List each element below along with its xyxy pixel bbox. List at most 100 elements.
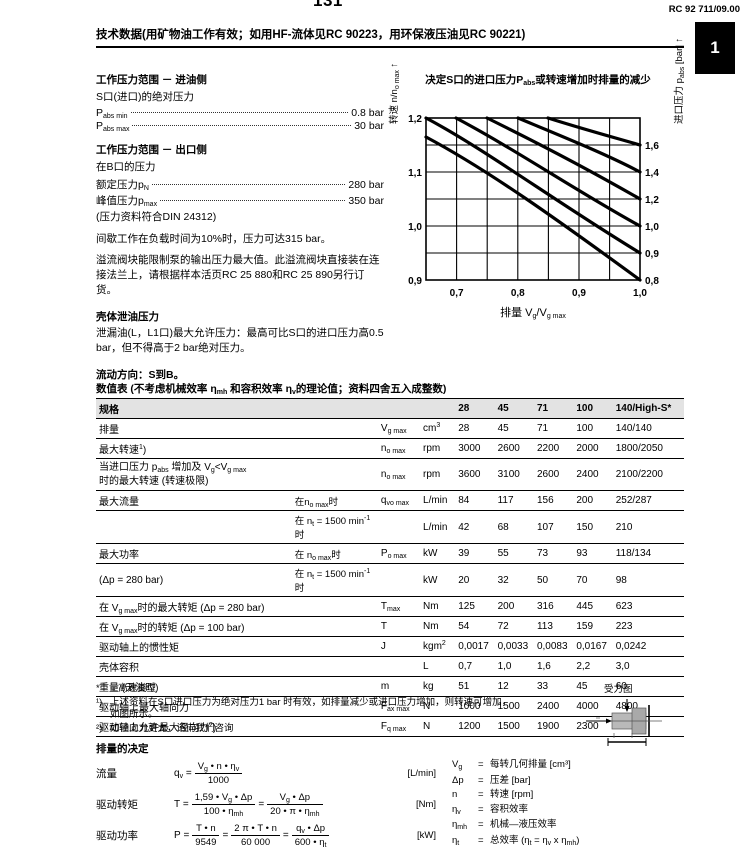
fraction: qv • Δp 600 • ηt	[291, 823, 330, 849]
table-row: 排量 Vg max cm3 28 45 71 100 140/140	[96, 418, 684, 439]
symbol-legend: Vg = 每转几何排量 [cm³] Δp = 压差 [bar] n = 转速 […	[452, 758, 702, 849]
chart-title-abs-sub: abs	[523, 80, 536, 87]
leader-dots	[132, 118, 352, 126]
chart-curves	[424, 116, 642, 282]
row-value-45: 32	[497, 563, 537, 597]
row-desc: (Δp = 280 bar)	[96, 563, 295, 597]
row-desc: 最大功率	[96, 543, 295, 564]
row-desc: 排量	[96, 418, 295, 439]
legend-text: 转速 [rpm]	[490, 789, 534, 800]
row-unit: Nm	[423, 596, 459, 617]
formula-name: 驱动转矩	[96, 799, 138, 811]
row-cond: 在 no max时	[294, 543, 381, 564]
chart-title-part2: 或转速增加时排量的减少	[535, 74, 651, 86]
outlet-nominal-value: 280 bar	[348, 179, 384, 191]
table-caption: 数值表 (不考虑机械效率 ηmh 和容积效率 ηv的理论值；资料四舍五入成整数)	[96, 383, 447, 396]
cond-sub: t	[312, 521, 315, 528]
chart-right-ticks: 1,6 1,4 1,2 1,0 0,9 0,8	[645, 141, 659, 287]
force-diagram-title: 受力图	[604, 684, 633, 695]
unit-sup: 3	[436, 422, 441, 429]
formulas-heading: 排量的决定	[96, 743, 149, 755]
p-abs-sub: abs	[157, 467, 169, 474]
row-desc	[96, 510, 295, 544]
header-size-28: 28	[458, 398, 498, 419]
footnote-marker: ¹)	[96, 696, 103, 708]
row-value-100: 0,0167	[576, 636, 616, 657]
legend-item-eta-mh: ηmh = 机械—液压效率	[452, 818, 702, 834]
footnote-1: ¹) 上述资料在S口进口压力为绝对压力1 bar 时有效，如排量减少或进口压力增…	[96, 697, 516, 722]
vg-sub: g	[228, 797, 233, 804]
svg-text:0,7: 0,7	[450, 288, 464, 299]
outlet-standard-note: (压力资料符合DIN 24312)	[96, 211, 217, 223]
row-value-71: 113	[536, 616, 577, 637]
svg-text:1,6: 1,6	[645, 141, 659, 152]
formula-lhs: T =	[174, 799, 189, 810]
row-value-45: 1,0	[497, 656, 537, 677]
eta-v-sub: v	[457, 808, 461, 816]
fraction: 2 π • T • n 60 000	[231, 823, 280, 848]
lhs-sub: v	[179, 773, 184, 780]
row-value-100: 100	[576, 418, 616, 439]
row-value-45: 72	[497, 616, 537, 637]
formula-unit: [kW]	[417, 830, 436, 841]
row-value-100: 200	[576, 490, 616, 511]
outlet-peak-sub: max	[143, 201, 158, 208]
specifications-table: 规格 28 45 71 100 140/High-S* 排量 Vg max cm…	[96, 398, 684, 737]
legend-symbol: ηt	[452, 834, 460, 847]
row-symbol: Vg max	[380, 418, 424, 439]
outlet-heading: 工作压力范围 － 出口侧	[96, 144, 207, 156]
fraction-denominator: 60 000	[241, 837, 271, 848]
legend-text: 总效率 (ηt = ηv x ηmh)	[490, 834, 580, 847]
row-symbol: Tmax	[380, 596, 424, 617]
row-value-45: 0,0033	[497, 636, 537, 657]
svg-text:0,8: 0,8	[511, 288, 525, 299]
row-value-71: 156	[536, 490, 577, 511]
outlet-row-peak: 峰值压力pmax 350 bar	[96, 193, 384, 208]
row-symbol: no max	[380, 438, 424, 459]
row-cond: 在no max时	[294, 490, 381, 511]
cond-sub: o max	[312, 554, 332, 562]
vg-sub: g	[210, 467, 215, 474]
formula-name: 驱动功率	[96, 830, 138, 842]
fraction-denominator: 1000	[207, 775, 230, 786]
row-value-28: 84	[458, 490, 498, 511]
svg-text:1,0: 1,0	[645, 222, 659, 233]
header-sym	[380, 398, 424, 419]
header-cond	[294, 398, 381, 419]
svg-text:1,0: 1,0	[408, 222, 422, 233]
table-header-row: 规格 28 45 71 100 140/High-S*	[96, 398, 684, 419]
footnote-marker-2: 2	[209, 722, 213, 729]
chapter-tab: 1	[695, 22, 735, 74]
svg-text:0,9: 0,9	[408, 276, 422, 287]
row-value-45: 55	[497, 543, 537, 564]
row-desc: 壳体容积	[96, 656, 381, 677]
inlet-min-value: 0.8 bar	[351, 107, 384, 119]
chart-xlabel: 排量 Vg/Vg max	[500, 305, 566, 320]
row-unit: kgm2	[423, 636, 459, 657]
page-title: 技术数据(用矿物油工作有效；如用HF-流体见RC 90223，用环保液压油见RC…	[96, 29, 526, 41]
row-value-28: 0,7	[458, 656, 498, 677]
footnote-text: = 高速类型	[110, 683, 157, 694]
title-divider	[96, 46, 684, 48]
row-value-28: 54	[458, 616, 498, 637]
row-value-140: 623	[615, 596, 684, 617]
row-value-140: 223	[615, 616, 684, 637]
row-desc: 最大转速1)	[96, 438, 295, 459]
row-value-71: 2600	[536, 458, 577, 491]
inlet-max-label: Pabs max	[96, 120, 130, 133]
row-value-71: 33	[536, 676, 577, 697]
chart-title-part1: 决定S口的进口压力P	[425, 74, 524, 86]
symbol-sub: o max	[386, 474, 406, 481]
row-value-100: 70	[576, 563, 616, 597]
table-row: 当进口压力 pabs 增加及 Vg<Vg max 时的最大转速 (转速极限) no…	[96, 458, 684, 491]
row-unit: kW	[423, 543, 459, 564]
document-code: RC 92 711/09.00	[668, 4, 740, 15]
leader-dots	[151, 177, 346, 185]
legend-symbol: Δp	[452, 774, 464, 786]
row-symbol	[380, 563, 424, 597]
formula-expression: P = T • n 9549 = 2 π • T • n 60 000 = qv…	[174, 823, 394, 849]
table-row: 驱动轴上允许最大径向力2) Fq max N 1200 1500 1900 23…	[96, 716, 684, 737]
fraction-denominator: 9549	[195, 837, 217, 848]
row-unit: Nm	[423, 616, 459, 637]
row-value-140: 1800/2050	[615, 438, 684, 459]
